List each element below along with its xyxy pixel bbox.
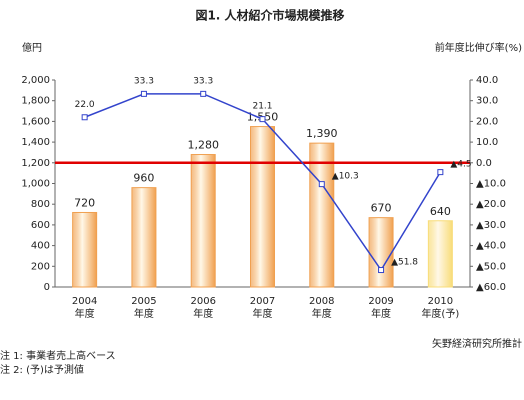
- y2-tick-label: 10.0: [476, 137, 498, 148]
- y2-tick-label: ▲30.0: [476, 220, 506, 231]
- line-marker: [378, 267, 385, 274]
- x-tick-label: 年度: [371, 307, 391, 320]
- line-marker: [259, 116, 266, 123]
- y-tick-label: 200: [31, 261, 50, 272]
- bar: [250, 126, 275, 288]
- y2-tick-label: 40.0: [476, 75, 498, 86]
- bar: [131, 187, 157, 288]
- y-tick-label: 600: [31, 220, 50, 231]
- bar-value-label: 640: [430, 205, 451, 218]
- chart-title: 図1. 人材紹介市場規模推移: [195, 8, 344, 23]
- x-tick-label: 2009: [368, 296, 393, 307]
- bar-value-label: 1,280: [187, 139, 219, 152]
- bar-value-label: 720: [74, 196, 95, 209]
- note: 注 2: (予)は予測値: [0, 363, 84, 376]
- bar: [427, 220, 453, 288]
- y-tick-label: 1,200: [21, 158, 50, 169]
- x-tick-label: 2007: [250, 296, 275, 307]
- source: 矢野経済研究所推計: [432, 337, 522, 350]
- line-value-label: ▲10.3: [332, 172, 359, 182]
- bar-value-label: 670: [371, 202, 392, 215]
- bar: [72, 211, 98, 288]
- bar-value-label: 960: [133, 172, 154, 185]
- x-tick-label: 2010: [428, 296, 453, 307]
- y2-tick-label: ▲10.0: [476, 179, 506, 190]
- line-value-label: ▲51.8: [391, 258, 418, 268]
- x-tick-label: 年度: [134, 307, 154, 320]
- y-tick-label: 0: [44, 282, 50, 293]
- y-tick-label: 1,000: [21, 179, 50, 190]
- y-axis-label: 億円: [22, 41, 42, 54]
- line-value-label: ▲4.5: [450, 160, 471, 170]
- line-value-label: 21.1: [252, 102, 272, 112]
- x-tick-label: 年度: [193, 307, 213, 320]
- y2-tick-label: ▲40.0: [476, 241, 506, 252]
- bar-value-label: 1,390: [306, 127, 338, 140]
- y-tick-label: 1,600: [21, 116, 50, 127]
- x-tick-label: 年度: [75, 307, 95, 320]
- bar: [190, 154, 216, 288]
- x-tick-label: 年度: [312, 307, 332, 320]
- x-tick-label: 2008: [309, 296, 334, 307]
- line-marker: [318, 181, 325, 188]
- line-marker: [200, 90, 207, 97]
- y2-tick-label: 0.0: [476, 158, 492, 169]
- x-tick-label: 2005: [131, 296, 156, 307]
- line-value-label: 22.0: [75, 100, 95, 110]
- y-tick-label: 1,800: [21, 96, 50, 107]
- y2-tick-label: 30.0: [476, 96, 498, 107]
- line-marker: [437, 169, 444, 176]
- y-tick-label: 1,400: [21, 137, 50, 148]
- line-value-label: 33.3: [193, 76, 213, 86]
- line-marker: [140, 90, 147, 97]
- y-tick-label: 400: [31, 241, 50, 252]
- y-tick-label: 800: [31, 199, 50, 210]
- x-tick-label: 2004: [72, 296, 97, 307]
- x-tick-label: 年度: [253, 307, 273, 320]
- line-value-label: 33.3: [134, 76, 154, 86]
- y2-tick-label: 20.0: [476, 116, 498, 127]
- x-tick-label: 年度(予): [421, 307, 459, 320]
- y-tick-label: 2,000: [21, 75, 50, 86]
- bar: [309, 142, 335, 288]
- y2-tick-label: ▲20.0: [476, 199, 506, 210]
- note: 注 1: 事業者売上高ベース: [0, 349, 116, 362]
- line-marker: [81, 114, 88, 121]
- x-tick-label: 2006: [190, 296, 215, 307]
- y2-tick-label: ▲50.0: [476, 261, 506, 272]
- y2-axis-label: 前年度比伸び率(%): [435, 41, 522, 54]
- bar: [368, 217, 394, 288]
- y2-tick-label: ▲60.0: [476, 282, 506, 293]
